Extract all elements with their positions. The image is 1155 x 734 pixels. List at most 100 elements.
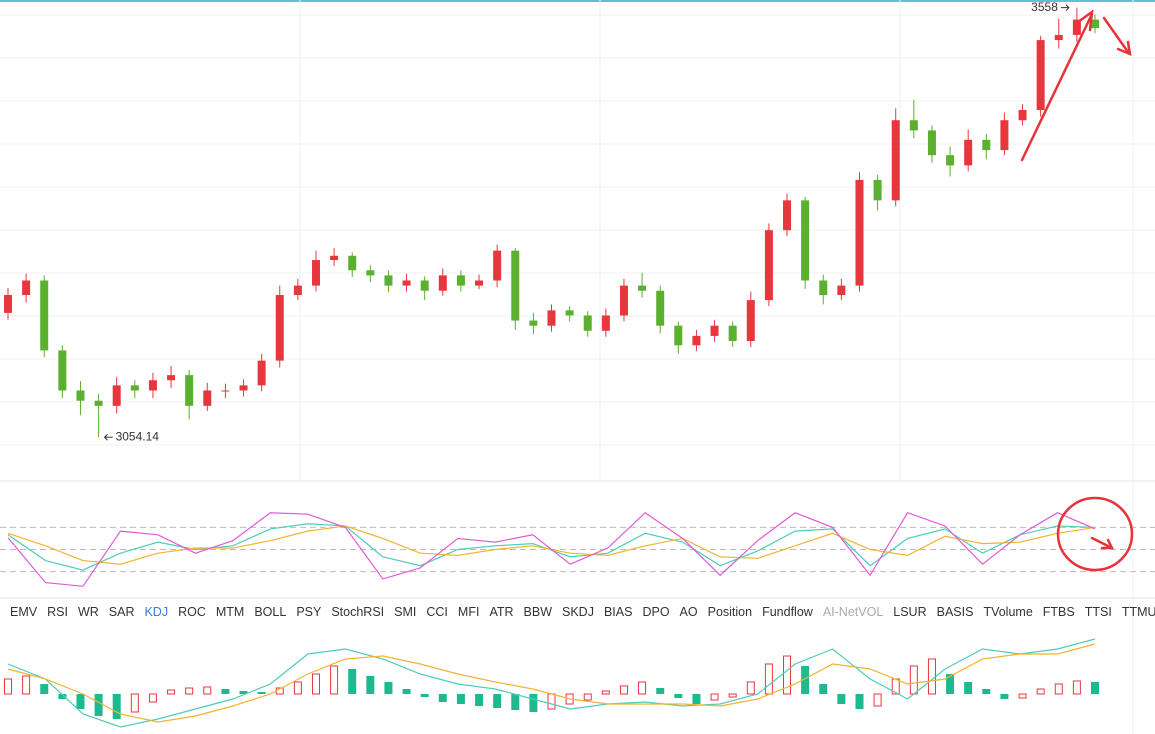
indicator-tab[interactable]: SMI bbox=[394, 605, 417, 619]
histogram-bar bbox=[601, 690, 610, 695]
histogram-bar bbox=[420, 694, 429, 697]
histogram-bar bbox=[692, 694, 701, 704]
indicator-tab[interactable]: KDJ bbox=[144, 605, 169, 619]
candle-body bbox=[909, 120, 918, 131]
histogram-bar bbox=[456, 694, 465, 704]
macd-line bbox=[7, 643, 1096, 723]
indicator-tab[interactable]: Fundflow bbox=[762, 605, 813, 619]
histogram-bar bbox=[656, 688, 665, 694]
histogram-bar bbox=[638, 681, 647, 695]
histogram-bar bbox=[837, 694, 846, 704]
candle-body bbox=[946, 155, 955, 166]
indicator-tab[interactable]: PSY bbox=[296, 605, 322, 619]
hand-drawn-marks bbox=[1020, 9, 1134, 572]
candle-body bbox=[783, 200, 792, 231]
histogram-bar bbox=[203, 686, 212, 695]
histogram-bar bbox=[728, 693, 737, 698]
indicator-tab[interactable]: TTMU bbox=[1121, 605, 1155, 619]
histogram-bar bbox=[909, 665, 918, 695]
indicator-tab[interactable]: Position bbox=[707, 605, 753, 619]
candle-body bbox=[1036, 40, 1045, 110]
candle-body bbox=[891, 120, 900, 201]
histogram-bar bbox=[402, 689, 411, 694]
price-label: 3054.14 bbox=[116, 429, 160, 443]
indicator-tab[interactable]: TVolume bbox=[983, 605, 1033, 619]
histogram-bar bbox=[1018, 693, 1027, 699]
histogram-bar bbox=[982, 689, 991, 694]
indicator-tabs: EMV RSI WR SAR KDJ ROC MTM BOLL PSY StochRSI SMI CC… bbox=[0, 602, 1155, 622]
histogram-bar bbox=[257, 692, 266, 694]
indicator-tab[interactable]: LSUR bbox=[893, 605, 927, 619]
candle-body bbox=[185, 375, 194, 406]
candle-body bbox=[511, 250, 520, 321]
candle-body bbox=[1054, 34, 1063, 41]
histogram-bar bbox=[873, 693, 882, 707]
histogram-bar bbox=[855, 694, 864, 709]
candle-body bbox=[22, 280, 31, 295]
indicator-tab[interactable]: WR bbox=[77, 605, 99, 619]
candle-body bbox=[112, 385, 121, 406]
candle-body bbox=[475, 280, 484, 286]
indicator-tab[interactable]: StochRSI bbox=[331, 605, 385, 619]
indicator-tab[interactable]: FTBS bbox=[1042, 605, 1075, 619]
indicator-tab[interactable]: SKDJ bbox=[562, 605, 594, 619]
candle-body bbox=[1018, 109, 1027, 121]
histogram-bar bbox=[130, 693, 139, 713]
histogram-bar bbox=[239, 691, 248, 694]
candle-body bbox=[746, 300, 755, 342]
histogram-bar bbox=[148, 693, 157, 703]
indicator-tab[interactable]: BBW bbox=[523, 605, 552, 619]
indicator-tab[interactable]: SAR bbox=[108, 605, 135, 619]
candle-body bbox=[130, 385, 139, 391]
candle-body bbox=[402, 280, 411, 286]
indicator-tab[interactable]: MTM bbox=[215, 605, 245, 619]
candle-body bbox=[257, 360, 266, 386]
candle-body bbox=[94, 400, 103, 406]
indicator-tab[interactable]: CCI bbox=[426, 605, 448, 619]
histogram-bar bbox=[1036, 688, 1045, 695]
indicator-tab[interactable]: BASIS bbox=[936, 605, 974, 619]
candle-body bbox=[801, 200, 810, 281]
indicator-tab[interactable]: RSI bbox=[47, 605, 68, 619]
indicator-tab[interactable]: ROC bbox=[178, 605, 206, 619]
indicator-tab[interactable]: AO bbox=[679, 605, 698, 619]
histogram-bar bbox=[22, 675, 31, 695]
indicator-tab[interactable]: TTSI bbox=[1084, 605, 1112, 619]
indicator-tab[interactable]: BOLL bbox=[254, 605, 287, 619]
histogram-bar bbox=[529, 694, 538, 712]
histogram-bar bbox=[311, 673, 320, 695]
indicator-tab[interactable]: DPO bbox=[642, 605, 670, 619]
histogram-bar bbox=[547, 693, 556, 710]
candle-body bbox=[203, 390, 212, 406]
candle-body bbox=[330, 255, 339, 261]
histogram-bar bbox=[185, 687, 194, 695]
histogram-bar bbox=[710, 693, 719, 701]
histogram-bar bbox=[112, 694, 121, 719]
histogram-bar bbox=[927, 658, 936, 695]
candle-body bbox=[239, 385, 248, 391]
candle-body bbox=[293, 285, 302, 295]
histogram-bar bbox=[94, 694, 103, 716]
indicator-tab[interactable]: EMV bbox=[10, 605, 38, 619]
histogram-bar bbox=[366, 676, 375, 694]
indicator-tab[interactable]: AI-NetVOL bbox=[822, 605, 884, 619]
indicator-tab[interactable]: MFI bbox=[457, 605, 480, 619]
histogram-bar bbox=[1091, 682, 1099, 694]
candle-body bbox=[221, 390, 230, 392]
indicator-tab[interactable]: BIAS bbox=[603, 605, 633, 619]
histogram-bar bbox=[674, 694, 683, 698]
candle-body bbox=[964, 139, 973, 166]
macd-line bbox=[7, 638, 1096, 728]
indicator-tab[interactable]: ATR bbox=[489, 605, 514, 619]
candle-body bbox=[819, 280, 828, 295]
histogram-bar bbox=[330, 665, 339, 695]
price-label: 3558 bbox=[1031, 0, 1058, 14]
candle-body bbox=[40, 280, 49, 351]
candle-body bbox=[420, 280, 429, 291]
candle-body bbox=[565, 310, 574, 316]
histogram-bar bbox=[438, 694, 447, 702]
histogram-bar bbox=[746, 681, 755, 695]
histogram-bar bbox=[946, 674, 955, 694]
